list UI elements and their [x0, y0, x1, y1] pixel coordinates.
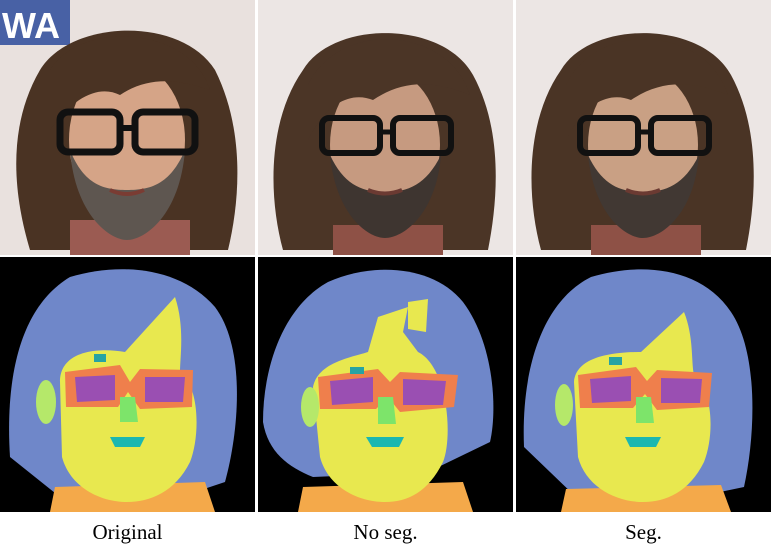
caption-original: Original: [92, 520, 163, 544]
backdrop-text: WA: [2, 5, 60, 46]
comparison-grid: WA: [0, 0, 771, 512]
seg-face-photo: [516, 0, 771, 255]
original-face-photo: WA: [0, 0, 255, 255]
no-seg-segmentation-map: [258, 257, 513, 512]
no-seg-seg-map: [258, 257, 513, 512]
no-seg-photo: [258, 0, 513, 255]
original-seg-map: [0, 257, 255, 512]
original-segmentation-map: [0, 257, 255, 512]
caption-no-seg: No seg.: [353, 520, 418, 544]
seg-segmentation-map: [516, 257, 771, 512]
no-seg-face-photo: [258, 0, 513, 255]
seg-seg-map: [516, 257, 771, 512]
original-photo: WA: [0, 0, 255, 255]
seg-photo: [516, 0, 771, 255]
caption-seg: Seg.: [625, 520, 662, 544]
